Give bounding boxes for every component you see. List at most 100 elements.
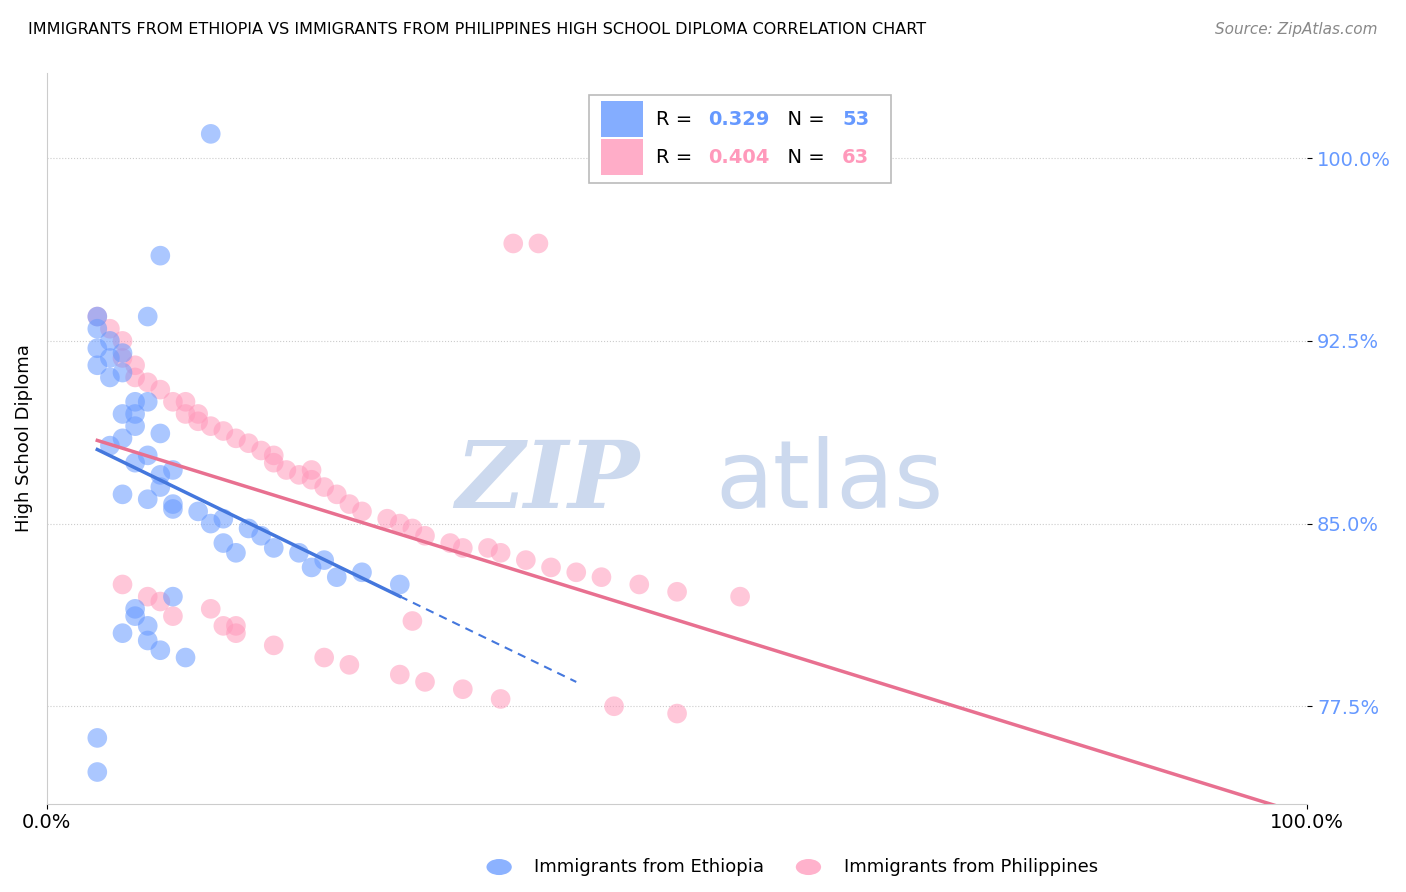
Point — [111, 626, 134, 640]
Point — [149, 249, 172, 263]
Point — [111, 487, 134, 501]
Point — [174, 650, 197, 665]
Point — [200, 602, 222, 616]
FancyBboxPatch shape — [602, 139, 643, 175]
Point — [136, 590, 159, 604]
Point — [314, 553, 336, 567]
Point — [263, 456, 285, 470]
Point — [162, 590, 184, 604]
Text: R =: R = — [655, 110, 699, 128]
Point — [388, 516, 411, 531]
Point — [111, 577, 134, 591]
Point — [86, 322, 108, 336]
Text: Immigrants from Philippines: Immigrants from Philippines — [844, 858, 1098, 876]
Point — [439, 536, 461, 550]
Point — [225, 546, 247, 560]
Point — [86, 764, 108, 779]
Point — [124, 602, 146, 616]
Point — [540, 560, 562, 574]
Point — [162, 609, 184, 624]
FancyBboxPatch shape — [602, 102, 643, 136]
Point — [162, 497, 184, 511]
Point — [212, 424, 235, 438]
Text: Immigrants from Ethiopia: Immigrants from Ethiopia — [534, 858, 765, 876]
Point — [628, 577, 651, 591]
Point — [238, 521, 260, 535]
Text: N =: N = — [775, 147, 831, 167]
Point — [288, 467, 311, 482]
Point — [301, 463, 323, 477]
Point — [326, 570, 349, 584]
Point — [136, 394, 159, 409]
Point — [451, 541, 474, 555]
Point — [162, 502, 184, 516]
Point — [388, 577, 411, 591]
Point — [136, 376, 159, 390]
Y-axis label: High School Diploma: High School Diploma — [15, 344, 32, 533]
Point — [124, 456, 146, 470]
Point — [86, 341, 108, 355]
Text: N =: N = — [775, 110, 831, 128]
Point — [489, 546, 512, 560]
Point — [149, 383, 172, 397]
Point — [136, 492, 159, 507]
Point — [375, 512, 398, 526]
Point — [212, 619, 235, 633]
Point — [149, 467, 172, 482]
Point — [250, 529, 273, 543]
Point — [276, 463, 298, 477]
Point — [124, 370, 146, 384]
Text: IMMIGRANTS FROM ETHIOPIA VS IMMIGRANTS FROM PHILIPPINES HIGH SCHOOL DIPLOMA CORR: IMMIGRANTS FROM ETHIOPIA VS IMMIGRANTS F… — [28, 22, 927, 37]
Point — [136, 619, 159, 633]
Point — [111, 431, 134, 445]
Point — [225, 619, 247, 633]
Point — [413, 529, 436, 543]
Text: R =: R = — [655, 147, 699, 167]
Point — [477, 541, 499, 555]
Point — [451, 682, 474, 697]
Point — [187, 504, 209, 518]
Point — [98, 334, 121, 348]
Point — [149, 594, 172, 608]
Point — [149, 643, 172, 657]
Point — [326, 487, 349, 501]
Point — [174, 394, 197, 409]
Point — [225, 431, 247, 445]
Point — [98, 351, 121, 365]
Point — [111, 351, 134, 365]
Point — [149, 480, 172, 494]
Point — [124, 419, 146, 434]
Point — [136, 633, 159, 648]
Point — [350, 566, 373, 580]
Point — [124, 407, 146, 421]
Point — [212, 536, 235, 550]
Text: atlas: atlas — [714, 436, 943, 528]
Point — [413, 674, 436, 689]
Point — [111, 407, 134, 421]
Point — [86, 310, 108, 324]
Point — [162, 394, 184, 409]
Point — [301, 560, 323, 574]
Point — [401, 521, 423, 535]
Point — [728, 590, 751, 604]
Point — [337, 657, 360, 672]
Point — [136, 449, 159, 463]
Point — [124, 394, 146, 409]
Point — [86, 310, 108, 324]
Point — [401, 614, 423, 628]
Point — [98, 439, 121, 453]
Point — [591, 570, 613, 584]
Point — [200, 516, 222, 531]
Point — [502, 236, 524, 251]
Point — [124, 609, 146, 624]
Point — [314, 480, 336, 494]
Point — [250, 443, 273, 458]
Text: ZIP: ZIP — [456, 437, 640, 527]
Point — [666, 584, 689, 599]
Point — [565, 566, 588, 580]
Point — [124, 358, 146, 372]
Point — [136, 310, 159, 324]
Point — [263, 638, 285, 652]
Point — [149, 426, 172, 441]
Point — [111, 346, 134, 360]
